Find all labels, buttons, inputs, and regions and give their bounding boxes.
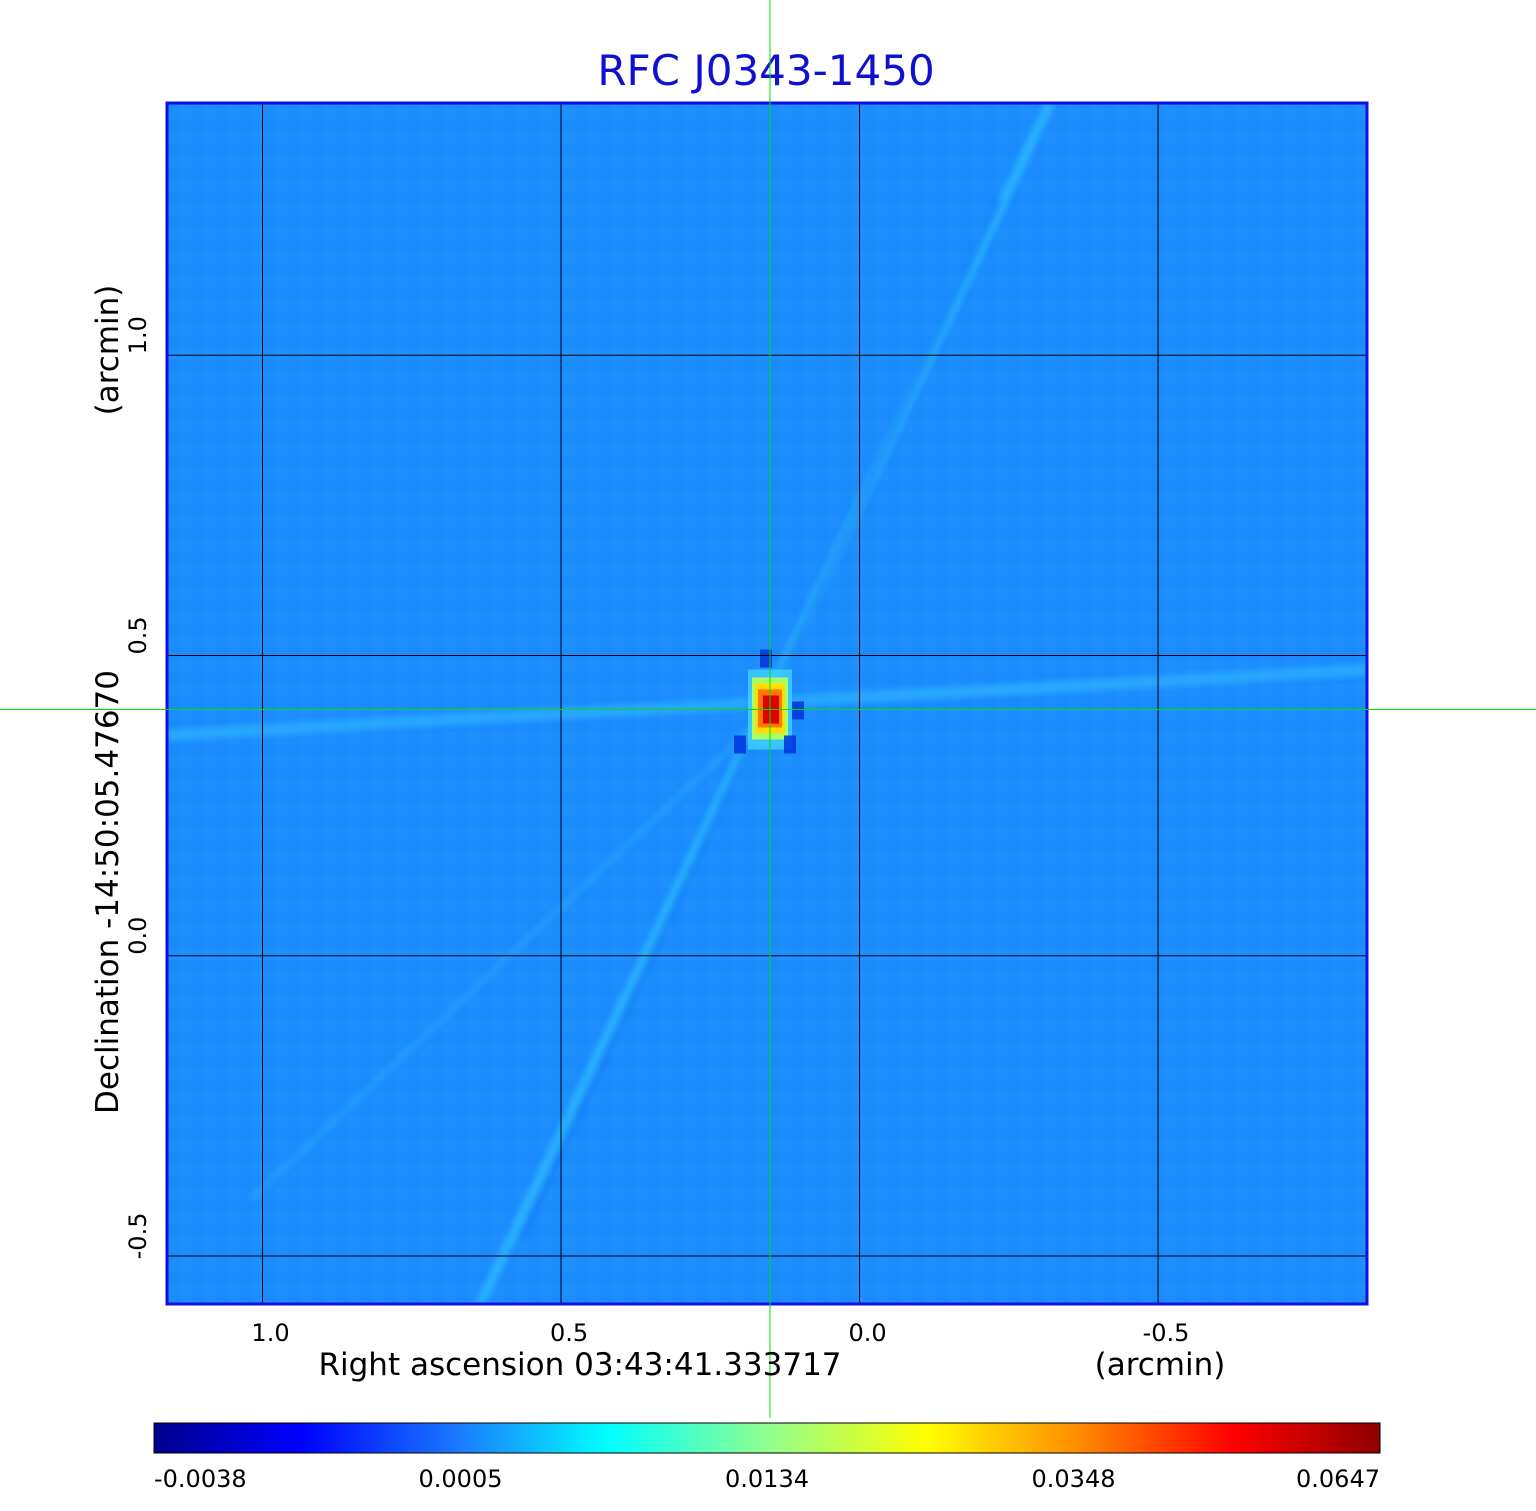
x-tick-label: 0.5 (550, 1319, 588, 1347)
plot-frame (165, 101, 1369, 1306)
y-tick-label: 1.0 (124, 316, 152, 354)
colorbar-tick-label: 0.0647 (1296, 1465, 1380, 1493)
negative-lobe (759, 649, 772, 668)
y-tick-label: 0.5 (124, 616, 152, 654)
colorbar-tick-label: 0.0348 (1032, 1465, 1116, 1493)
colorbar-tick-labels: -0.0038 0.0005 0.0134 0.0348 0.0647 (154, 1465, 1380, 1493)
crosshair (0, 0, 1536, 1418)
x-axis-label: Right ascension 03:43:41.333717 (318, 1347, 841, 1383)
y-axis-label: Declination -14:50:05.47670 (90, 670, 126, 1114)
negative-lobe (733, 735, 746, 754)
colorbar-tick-label: 0.0005 (419, 1465, 503, 1493)
y-tick-label: -0.5 (124, 1213, 152, 1260)
colorbar-tick-label: -0.0038 (154, 1465, 247, 1493)
negative-lobe (791, 701, 804, 720)
y-tick-labels: 1.0 0.5 0.0 -0.5 (124, 316, 152, 1259)
x-axis-unit: (arcmin) (1095, 1347, 1226, 1383)
x-tick-label: 1.0 (251, 1319, 289, 1347)
colorbar: -0.0038 0.0005 0.0134 0.0348 0.0647 (153, 1422, 1381, 1493)
chart-title: RFC J0343-1450 (597, 46, 934, 95)
colorbar-gradient (153, 1422, 1381, 1454)
x-tick-label: -0.5 (1143, 1319, 1190, 1347)
negative-lobe (783, 735, 796, 754)
coordinate-grid (167, 103, 1367, 1304)
x-tick-label: 0.0 (848, 1319, 886, 1347)
sidelobe-faint (247, 717, 763, 1203)
y-axis-unit: (arcmin) (90, 285, 126, 416)
x-tick-labels: 1.0 0.5 0.0 -0.5 (251, 1319, 1189, 1347)
colorbar-tick-label: 0.0134 (725, 1465, 809, 1493)
image-plot-area (167, 103, 1367, 1304)
y-tick-label: 0.0 (124, 917, 152, 955)
